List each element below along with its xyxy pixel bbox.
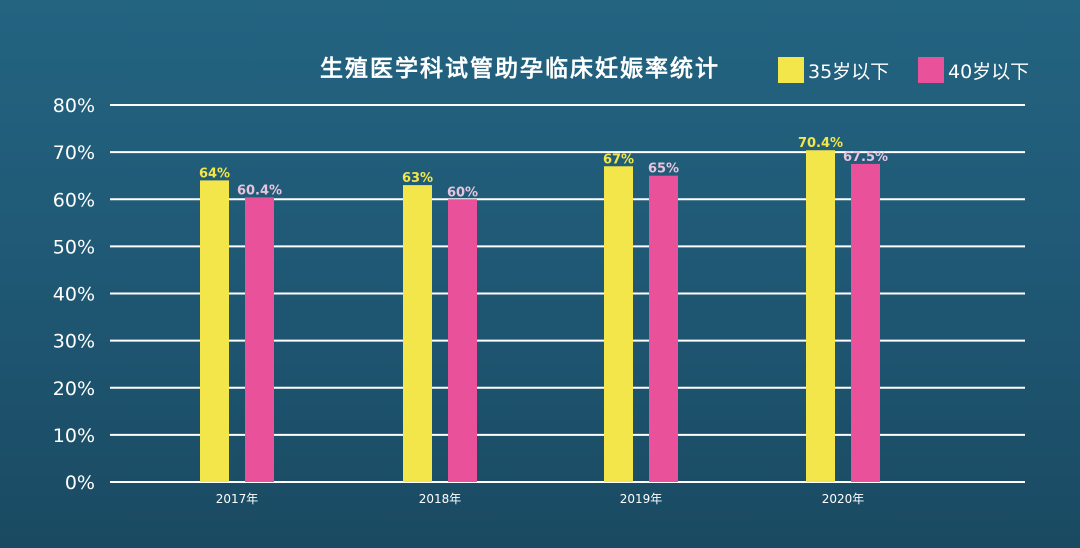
chart-title: 生殖医学科试管助孕临床妊娠率统计 [320,55,720,82]
data-label: 67% [603,152,634,167]
legend-label-35: 35岁以下 [808,61,889,83]
y-tick-label: 10% [53,425,95,447]
bar-35-2 [604,166,633,482]
legend-swatch-35 [778,57,804,83]
data-label: 70.4% [798,136,843,151]
data-label: 65% [648,162,679,177]
x-tick-label: 2017年 [216,492,259,506]
bar-40-3 [851,163,880,482]
y-tick-label: 0% [65,472,95,494]
y-tick-label: 70% [53,142,95,164]
y-tick-label: 30% [53,331,95,353]
y-tick-label: 80% [53,95,95,117]
data-label: 60.4% [237,183,282,198]
bar-40-1 [448,199,477,482]
x-tick-label: 2018年 [419,492,462,506]
bar-35-0 [200,180,229,482]
bar-40-0 [245,197,274,483]
bar-35-3 [806,150,835,483]
x-tick-label: 2020年 [822,492,865,506]
y-tick-label: 50% [53,236,95,258]
x-tick-label: 2019年 [620,492,663,506]
data-label: 63% [402,171,433,186]
data-label: 67.5% [843,150,888,165]
y-tick-label: 20% [53,378,95,400]
bar-35-1 [403,185,432,483]
legend-swatch-40 [918,57,944,83]
legend: 35岁以下 40岁以下 [778,57,1029,83]
y-tick-label: 60% [53,189,95,211]
y-tick-label: 40% [53,284,95,306]
data-label: 64% [199,166,230,181]
data-label: 60% [447,185,478,200]
bar-40-2 [649,175,678,482]
legend-label-40: 40岁以下 [948,61,1029,83]
